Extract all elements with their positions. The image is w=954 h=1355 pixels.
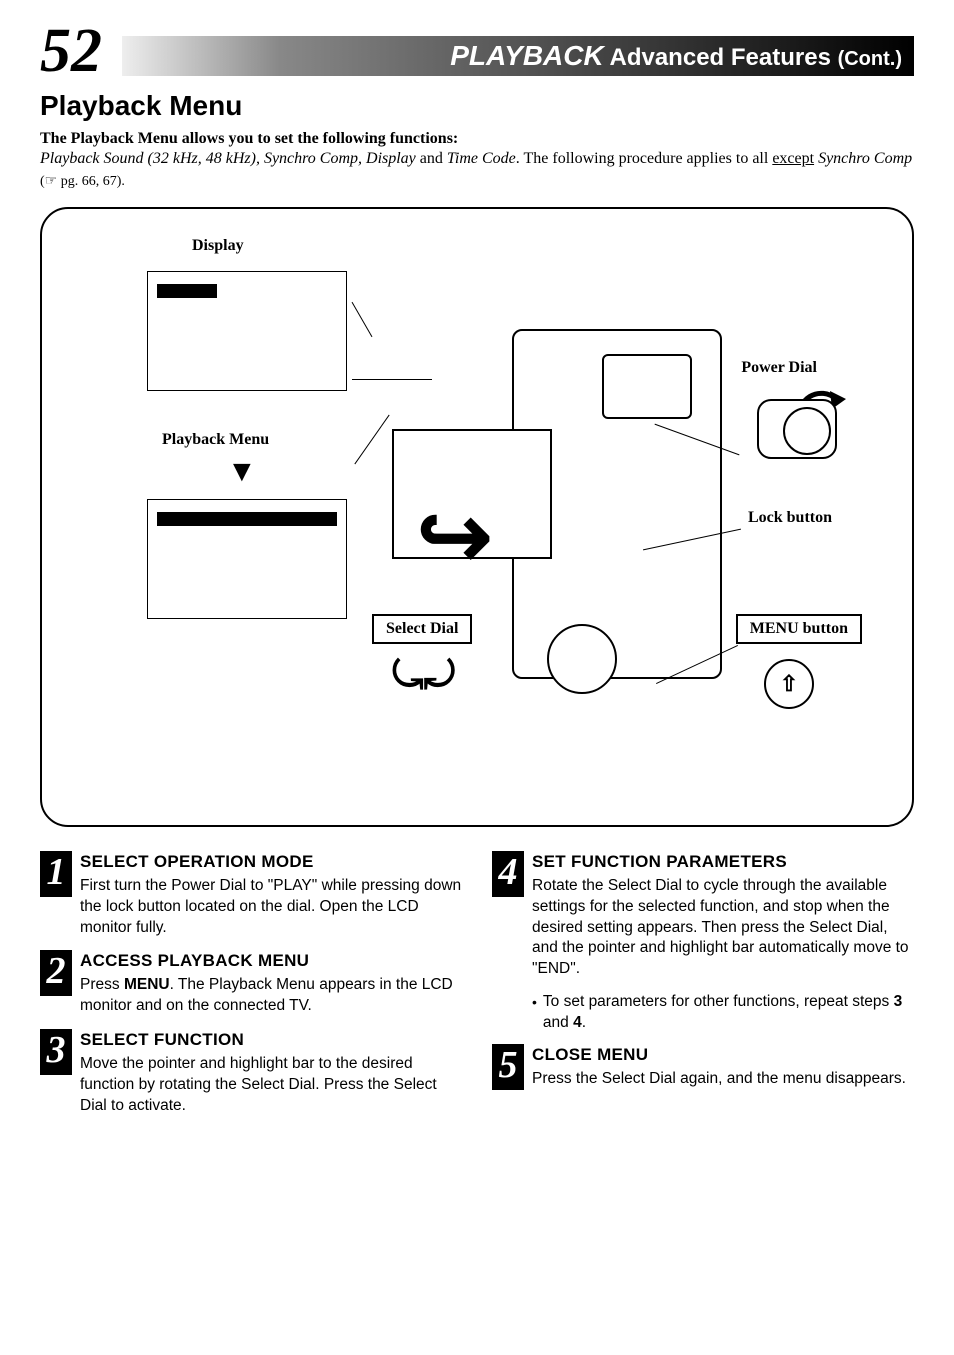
display-bar-1 [157,284,217,298]
steps-left-column: 1 SELECT OPERATION MODE First turn the P… [40,851,462,1129]
up-arrow-icon: ⇧ [780,671,798,697]
bullet-dot: . [582,1014,586,1031]
intro-functions-list: Playback Sound (32 kHz, 48 kHz), Synchro… [40,150,416,167]
bullet-3: 3 [894,993,903,1010]
step-text: Rotate the Select Dial to cycle through … [532,877,909,978]
bullet-4: 4 [573,1014,582,1031]
step-text: Press the Select Dial again, and the men… [532,1070,906,1087]
intro-except: except [772,150,814,167]
section-title: Playback Menu [40,90,914,122]
step-3: 3 SELECT FUNCTION Move the pointer and h… [40,1029,462,1117]
display-bar-2 [157,512,337,526]
step-text-a: Press [80,976,124,993]
intro-body: Playback Sound (32 kHz, 48 kHz), Synchro… [40,148,914,193]
down-arrow-icon: ▼ [227,455,257,489]
step-5: 5 CLOSE MENU Press the Select Dial again… [492,1044,914,1090]
step-body: ACCESS PLAYBACK MENU Press MENU. The Pla… [80,950,462,1017]
step-title: CLOSE MENU [532,1044,906,1067]
step-title: SELECT FUNCTION [80,1029,462,1052]
step-1: 1 SELECT OPERATION MODE First turn the P… [40,851,462,939]
power-dial-label: Power Dial [741,359,817,377]
header-bar: PLAYBACK Advanced Features (Cont.) [122,36,914,76]
page-number: 52 [40,20,102,82]
step-bullet: • To set parameters for other functions,… [532,992,914,1034]
step-4: 4 SET FUNCTION PARAMETERS Rotate the Sel… [492,851,914,981]
bullet-a: To set parameters for other functions, r… [543,993,894,1010]
bullet-and: and [543,1014,573,1031]
guide-line [352,302,373,337]
header-title-cont: (Cont.) [838,48,902,70]
step-number: 5 [492,1044,524,1090]
diagram-container: Display Playback Menu ▼ ↩ Select Dial ⤿⤾… [40,207,914,827]
page-header: 52 PLAYBACK Advanced Features (Cont.) [40,20,914,82]
menu-button-outline: ⇧ [764,659,814,709]
step-title: SELECT OPERATION MODE [80,851,462,874]
header-title-bold: Advanced Features [604,44,838,71]
curved-arrow-icon: ↩ [417,484,492,589]
display-label: Display [192,237,244,255]
step-body: SET FUNCTION PARAMETERS Rotate the Selec… [532,851,914,981]
step-body: CLOSE MENU Press the Select Dial again, … [532,1044,906,1090]
step-text-bold: MENU [124,976,170,993]
steps-right-column: 4 SET FUNCTION PARAMETERS Rotate the Sel… [492,851,914,1129]
intro-timecode: Time Code [447,150,516,167]
guide-line [354,414,389,464]
select-dial-label: Select Dial [372,614,472,644]
intro-synchro: Synchro Comp [818,150,912,167]
lock-button-label: Lock button [748,509,832,527]
intro-heading: The Playback Menu allows you to set the … [40,130,914,148]
step-body: SELECT OPERATION MODE First turn the Pow… [80,851,462,939]
step-body: SELECT FUNCTION Move the pointer and hig… [80,1029,462,1117]
step-2: 2 ACCESS PLAYBACK MENU Press MENU. The P… [40,950,462,1017]
playback-menu-label: Playback Menu [162,431,269,449]
select-dial-rotate-icon: ⤿⤾ [392,654,455,698]
intro-and: and [416,150,447,167]
camera-select-dial-outline [547,624,617,694]
step-text: Move the pointer and highlight bar to th… [80,1055,437,1114]
step-title: SET FUNCTION PARAMETERS [532,851,914,874]
menu-button-label: MENU button [736,614,862,644]
step-number: 4 [492,851,524,897]
step-number: 1 [40,851,72,897]
guide-line [352,379,432,380]
camera-lens-outline [602,354,692,419]
step-number: 2 [40,950,72,996]
step-text: First turn the Power Dial to "PLAY" whil… [80,877,461,936]
intro-after: . The following procedure applies to all [516,150,773,167]
power-dial-outline [757,399,837,459]
steps-container: 1 SELECT OPERATION MODE First turn the P… [40,851,914,1129]
intro-pageref: (☞ pg. 66, 67). [40,174,125,189]
bullet-text: To set parameters for other functions, r… [543,992,914,1034]
step-title: ACCESS PLAYBACK MENU [80,950,462,973]
step-number: 3 [40,1029,72,1075]
bullet-icon: • [532,992,537,1034]
header-title-italic: PLAYBACK [450,40,603,71]
